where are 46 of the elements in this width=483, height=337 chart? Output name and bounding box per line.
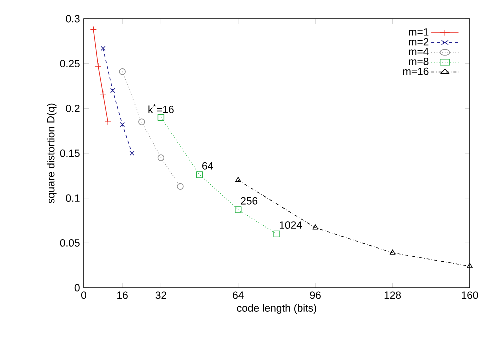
annotation: k$^{*}$=16 bbox=[148, 104, 174, 114]
point bbox=[177, 183, 184, 190]
y-tick-label: 0.25 bbox=[60, 60, 80, 68]
x-tick-label: 0 bbox=[81, 292, 86, 300]
x-tick-label: 96 bbox=[310, 292, 321, 300]
x-tick-label: 32 bbox=[156, 292, 166, 300]
x-tick-label: 64 bbox=[233, 292, 244, 300]
x-tick-label: 160 bbox=[462, 292, 478, 300]
legend-label: m=2 bbox=[409, 38, 429, 46]
point bbox=[158, 114, 165, 121]
y-tick-label: 0.15 bbox=[60, 150, 80, 158]
point bbox=[158, 154, 165, 162]
y-tick-label: 0.2 bbox=[66, 104, 80, 112]
point bbox=[95, 63, 102, 70]
point bbox=[104, 118, 112, 126]
x-axis-title: code length (bits) bbox=[237, 304, 316, 314]
point bbox=[100, 46, 106, 52]
annotation: 64 bbox=[202, 162, 214, 170]
y-tick-label: 0 bbox=[74, 284, 80, 292]
point bbox=[274, 230, 280, 238]
y-axis-title: square distortion D(q) bbox=[47, 104, 57, 204]
point bbox=[130, 151, 135, 156]
point bbox=[196, 172, 204, 178]
point bbox=[110, 88, 116, 94]
legend-label: m=8 bbox=[409, 58, 429, 66]
y-tick-label: 0.3 bbox=[66, 15, 80, 23]
point bbox=[100, 90, 107, 98]
point bbox=[467, 263, 473, 268]
annotation: 256 bbox=[241, 197, 258, 205]
x-tick-label: 128 bbox=[384, 292, 402, 300]
point bbox=[390, 250, 396, 255]
point bbox=[120, 122, 126, 128]
point bbox=[119, 68, 126, 76]
annotation: 1024 bbox=[280, 222, 302, 230]
legend-label: m=4 bbox=[409, 48, 429, 56]
line-series bbox=[100, 46, 135, 156]
x-tick-label: 16 bbox=[118, 292, 128, 300]
y-tick-label: 0.05 bbox=[60, 239, 80, 247]
point bbox=[90, 26, 97, 34]
legend-label: m=1 bbox=[409, 28, 429, 36]
point bbox=[235, 206, 242, 214]
legend-label: m=16 bbox=[403, 68, 429, 76]
point bbox=[138, 118, 146, 126]
y-tick-label: 0.1 bbox=[66, 194, 80, 202]
point bbox=[312, 224, 319, 230]
point bbox=[235, 177, 242, 182]
